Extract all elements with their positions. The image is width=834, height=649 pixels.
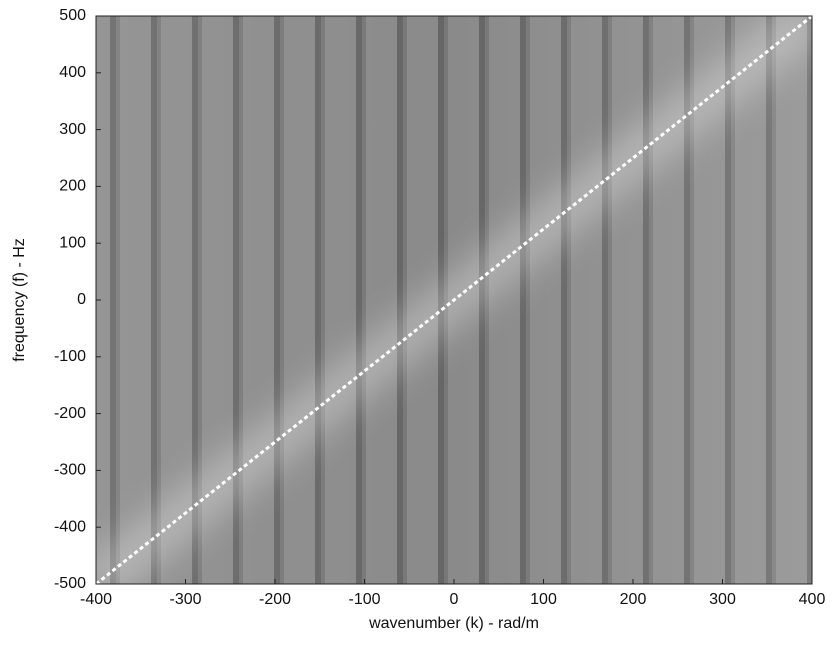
y-tick-label: 500: [59, 7, 86, 24]
x-tick-label: 100: [530, 591, 557, 608]
y-tick-label: -400: [54, 518, 86, 535]
x-axis-label: wavenumber (k) - rad/m: [368, 615, 539, 632]
y-axis-label: frequency (f) - Hz: [11, 238, 28, 362]
x-tick-label: -300: [169, 591, 201, 608]
y-tick-label: -200: [54, 405, 86, 422]
x-tick-label: 400: [799, 591, 826, 608]
y-tick-label: -100: [54, 348, 86, 365]
y-tick-label: 100: [59, 234, 86, 251]
x-tick-label: -400: [80, 591, 112, 608]
y-tick-label: -500: [54, 575, 86, 592]
x-tick-label: 0: [450, 591, 459, 608]
ridge-line: [95, 14, 813, 586]
x-tick-label: 300: [709, 591, 736, 608]
y-tick-label: -300: [54, 462, 86, 479]
x-tick-label: -100: [348, 591, 380, 608]
y-tick-label: 200: [59, 178, 86, 195]
y-tick-label: 0: [77, 291, 86, 308]
x-tick-label: 200: [620, 591, 647, 608]
y-tick-label: 400: [59, 64, 86, 81]
x-tick-label: -200: [259, 591, 291, 608]
y-tick-label: 300: [59, 121, 86, 138]
